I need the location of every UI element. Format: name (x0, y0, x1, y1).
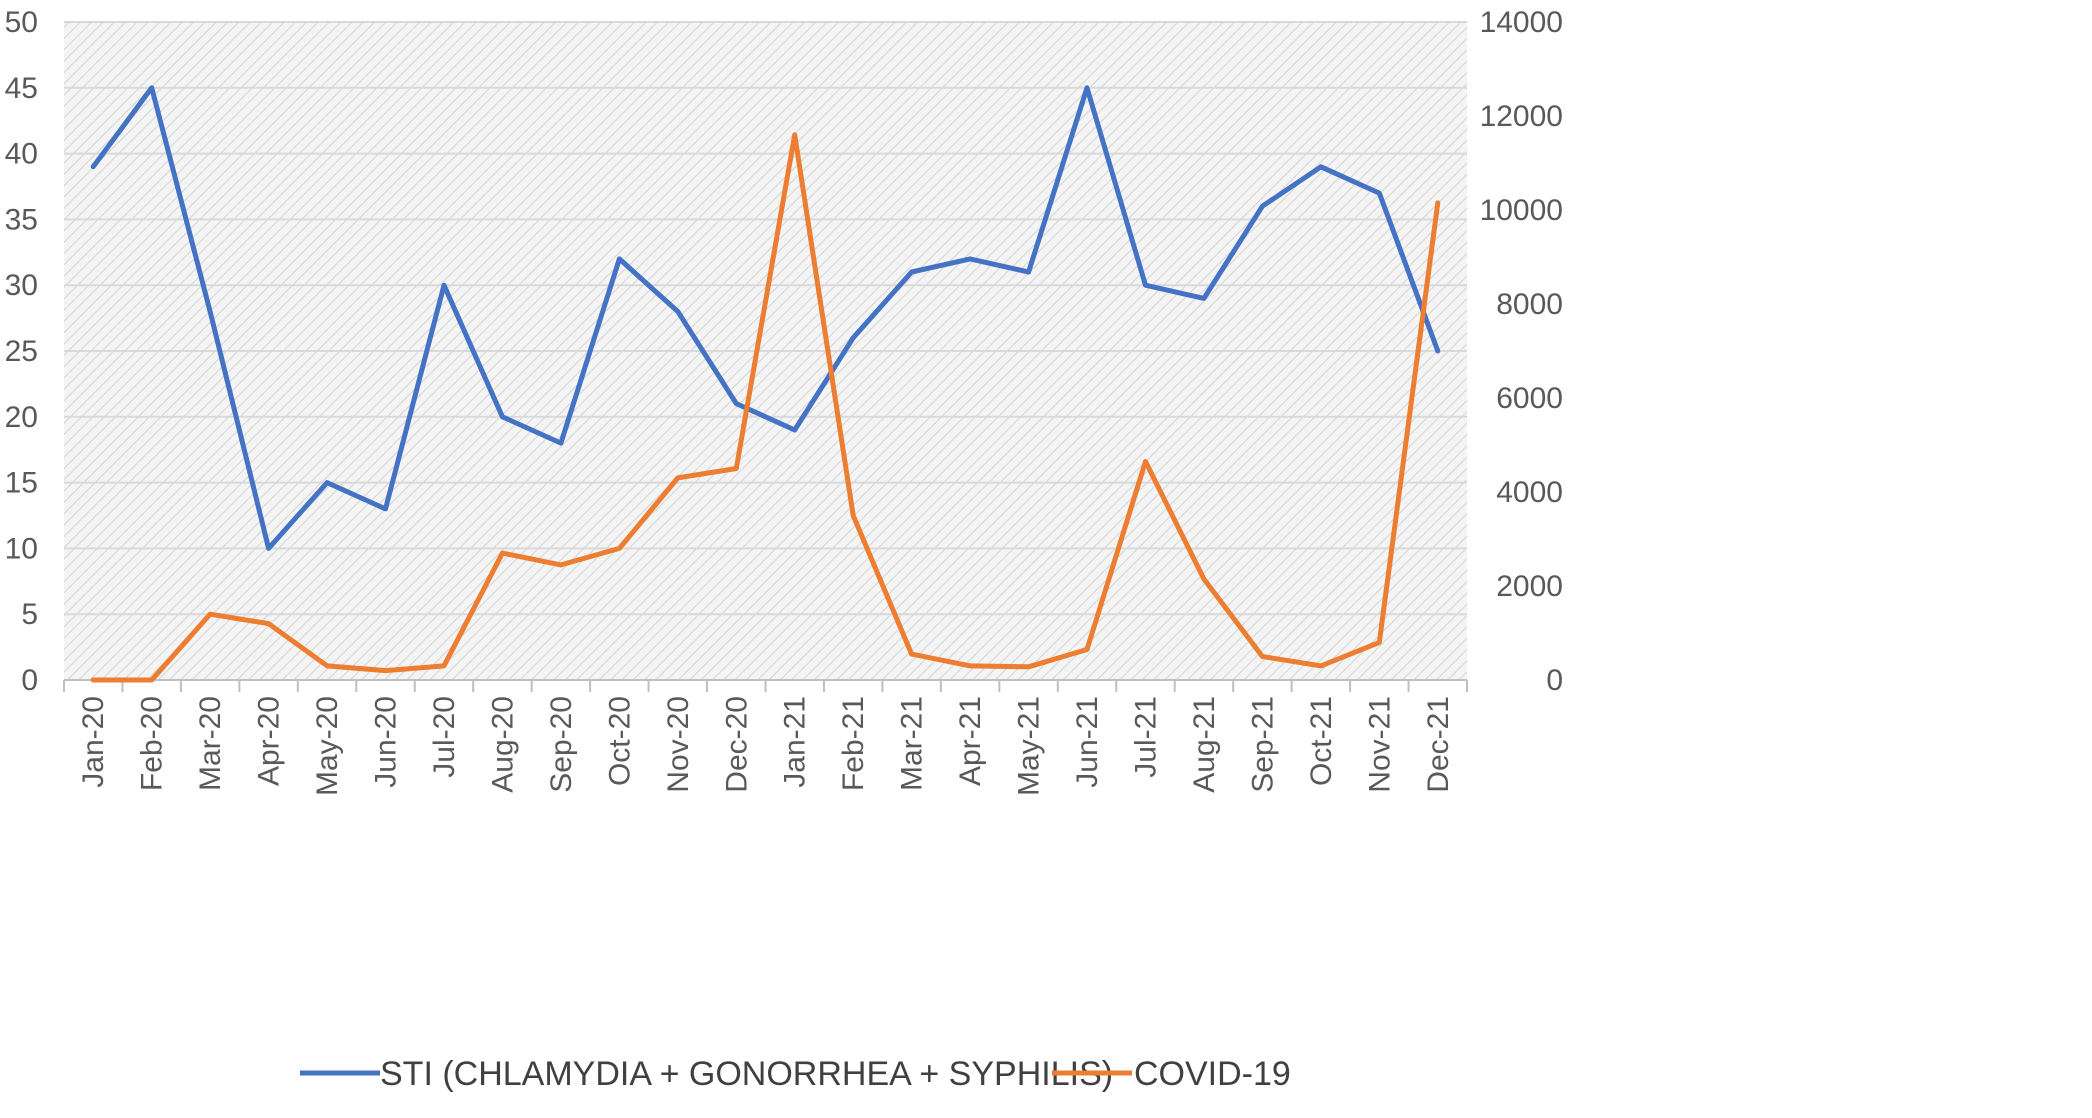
x-tick-label: Apr-20 (253, 696, 286, 786)
series-line-covid (90, 132, 1441, 683)
y-tick-label: 35 (5, 203, 38, 236)
y2-tick-label: 0 (1546, 664, 1563, 697)
y-tick-label: 45 (5, 72, 38, 105)
x-tick-label: Mar-20 (194, 696, 227, 791)
x-tick-label: May-21 (1013, 696, 1046, 796)
y-tick-label: 10 (5, 532, 38, 565)
y2-tick-label: 4000 (1496, 476, 1563, 509)
x-tick-label: Aug-21 (1188, 696, 1221, 793)
y-tick-label: 30 (5, 269, 38, 302)
x-tick-label: Aug-20 (486, 696, 519, 793)
x-tick-label: Oct-21 (1305, 696, 1338, 786)
x-tick-label: Sep-20 (545, 696, 578, 793)
x-tick-label: Nov-20 (662, 696, 695, 793)
x-axis-ticks: Jan-20 Feb-20 Mar-20 Apr-20 May-20 Jun-20 Jul-… (63, 680, 1468, 796)
legend-label-sti: STI (CHLAMYDIA + GONORRHEA + SYPHILIS) (380, 1055, 1113, 1093)
legend: STI (CHLAMYDIA + GONORRHEA + SYPHILIS) C… (300, 1055, 1291, 1093)
y2-tick-label: 8000 (1496, 288, 1563, 321)
x-tick-label: Apr-21 (954, 696, 987, 786)
grid-lines (64, 21, 1467, 616)
x-tick-label: Jul-21 (1129, 696, 1162, 778)
y-tick-label: 40 (5, 138, 38, 171)
x-tick-label: Jun-21 (1071, 696, 1104, 788)
y-axis-left-ticks: 0 5 10 15 20 25 30 35 40 45 50 (5, 6, 38, 697)
y2-tick-label: 6000 (1496, 382, 1563, 415)
x-tick-label: Jan-21 (779, 696, 812, 788)
x-tick-label: Dec-21 (1422, 696, 1455, 793)
y2-tick-label: 12000 (1480, 100, 1563, 133)
y-tick-label: 20 (5, 401, 38, 434)
y2-tick-label: 10000 (1480, 194, 1563, 227)
x-tick-label: Jun-20 (370, 696, 403, 788)
y-tick-label: 5 (21, 598, 38, 631)
legend-label-covid: COVID-19 (1134, 1055, 1291, 1093)
x-tick-label: Sep-21 (1246, 696, 1279, 793)
x-tick-label: Oct-20 (603, 696, 636, 786)
y-tick-label: 25 (5, 335, 38, 368)
x-tick-label: Jul-20 (428, 696, 461, 778)
x-tick-label: May-20 (311, 696, 344, 796)
x-tick-label: Feb-21 (837, 696, 870, 791)
x-tick-label: Mar-21 (896, 696, 929, 791)
y2-tick-label: 2000 (1496, 570, 1563, 603)
x-tick-label: Jan-20 (77, 696, 110, 788)
y-tick-label: 0 (21, 664, 38, 697)
y2-tick-label: 14000 (1480, 6, 1563, 39)
x-tick-label: Dec-20 (720, 696, 753, 793)
y-axis-right-ticks: 0 2000 4000 6000 8000 10000 12000 14000 (1480, 6, 1563, 697)
y-tick-label: 15 (5, 467, 38, 500)
series-lines (90, 85, 1441, 683)
x-tick-label: Nov-21 (1363, 696, 1396, 793)
series-line-sti (90, 85, 1441, 551)
x-tick-label: Feb-20 (136, 696, 169, 791)
y-tick-label: 50 (5, 6, 38, 39)
